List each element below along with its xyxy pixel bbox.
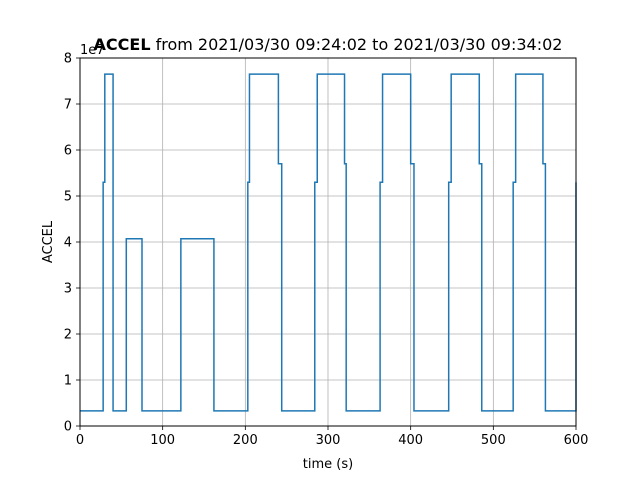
x-tick-label: 200	[233, 433, 258, 448]
y-tick-label: 6	[64, 144, 72, 159]
y-tick-label: 2	[64, 328, 72, 343]
y-axis-offset-label: 1e7	[80, 43, 105, 58]
y-tick-label: 7	[64, 98, 72, 113]
chart-title: ACCEL from 2021/03/30 09:24:02 to 2021/0…	[94, 35, 563, 54]
y-axis-ticks: 0 1 2 3 4 5 6 7 8	[64, 52, 80, 435]
x-tick-label: 500	[481, 433, 506, 448]
grid-lines	[79, 57, 577, 427]
y-tick-label: 5	[64, 190, 72, 205]
x-tick-label: 600	[564, 433, 589, 448]
x-axis-label: time (s)	[303, 457, 353, 472]
x-tick-label: 300	[316, 433, 341, 448]
series-group	[80, 73, 577, 412]
y-axis-label: ACCEL	[41, 220, 56, 263]
y-tick-label: 8	[64, 52, 72, 67]
y-tick-label: 3	[64, 282, 72, 297]
x-tick-label: 400	[398, 433, 423, 448]
x-tick-label: 0	[76, 433, 84, 448]
chart-title-rest: from 2021/03/30 09:24:02 to 2021/03/30 0…	[151, 35, 563, 54]
y-tick-label: 4	[64, 236, 72, 251]
y-tick-label: 1	[64, 374, 72, 389]
x-tick-label: 100	[150, 433, 175, 448]
y-tick-label: 0	[64, 420, 72, 435]
x-axis-ticks: 0 100 200 300 400 500 600	[76, 426, 589, 448]
chart-title-bold: ACCEL	[94, 35, 151, 54]
series-line	[80, 73, 577, 412]
